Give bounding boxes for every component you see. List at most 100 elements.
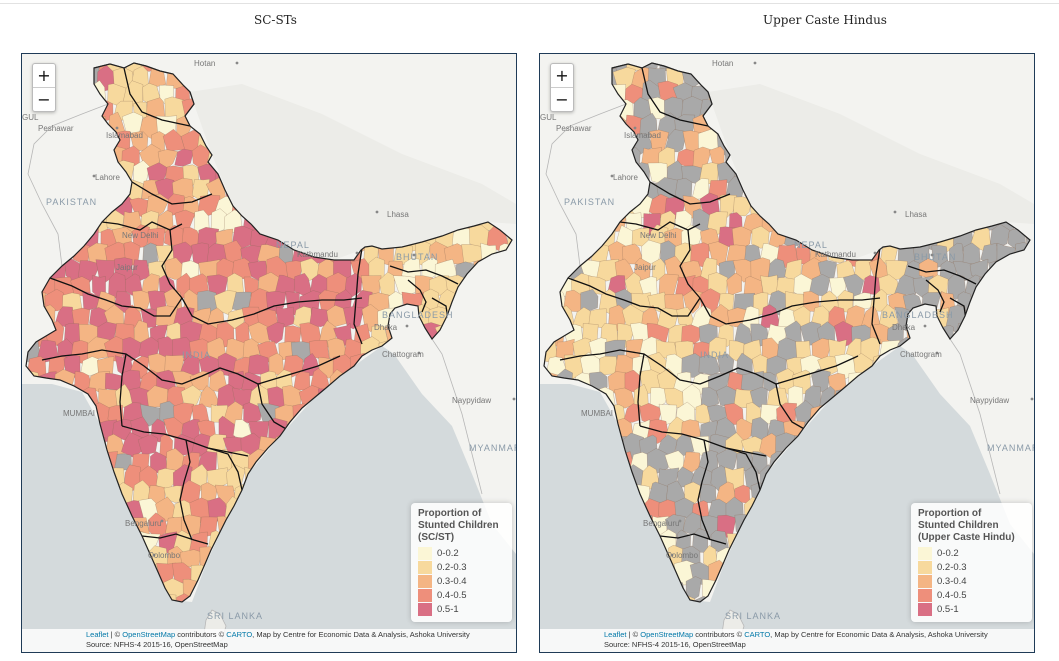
state-border [619,221,701,231]
city-dot [92,174,96,178]
city-dot [417,351,421,355]
state-border [871,247,881,345]
place-label: Hotan [712,59,734,68]
district [284,325,302,344]
place-label: Kathmandu [297,250,338,259]
attribution-text: contributors © [175,630,227,639]
legend-label: 0.3-0.4 [937,576,967,587]
legend-label: 0.3-0.4 [437,576,467,587]
place-label: Peshawar [556,124,592,133]
zoom-in-button[interactable]: + [33,64,55,88]
city-dot [235,61,239,65]
country-label: MYANMAR [469,443,517,453]
leaflet-link[interactable]: Leaflet [86,630,109,639]
map-panel-scst[interactable]: + − Hotan GUL Peshawar Islamabad Lahore … [21,53,517,653]
state-border [641,67,709,127]
place-label: Dhaka [892,323,916,332]
place-label: GUL [22,113,39,122]
district [247,354,270,375]
carto-link[interactable]: CARTO [744,630,771,639]
legend-item: 0.4-0.5 [918,589,1025,602]
place-label: Peshawar [38,124,74,133]
source-text: Source: NFHS-4 2015-16, OpenStreetMap [86,640,228,649]
place-label: MUMBAI [581,409,613,418]
legend-title-line: Stunted Children [418,520,499,531]
city-dot [610,174,614,178]
city-dot [355,251,359,255]
state-border [567,277,701,317]
country-outline [25,62,513,603]
legend-swatch [918,575,932,588]
state-border [925,279,945,313]
country-border [431,338,483,495]
state-border [257,383,289,431]
legend-label: 0-0.2 [437,548,459,559]
map-panel-upper-caste[interactable]: + − Hotan GUL Peshawar Islamabad Lahore … [539,53,1035,653]
panel-title-scst: SC-STs [254,13,297,27]
state-border [41,349,183,385]
place-label: Lahore [613,173,638,182]
place-label: Naypyidaw [452,396,492,405]
city-dot [115,126,119,130]
place-label: Chattogram [382,350,424,359]
legend-label: 0.4-0.5 [437,590,467,601]
attribution-text: | © [108,630,123,639]
openstreetmap-link[interactable]: OpenStreetMap [122,630,176,639]
legend-title-line: (SC/ST) [418,532,455,543]
ocean [22,346,516,652]
place-label: MUMBAI [63,409,95,418]
legend-item: 0.3-0.4 [918,575,1025,588]
legend-item: 0-0.2 [418,547,505,560]
legend: Proportion of Stunted Children (SC/ST) 0… [411,503,512,622]
city-dot [1030,397,1034,401]
legend-title-line: Proportion of [918,508,982,519]
state-border [119,353,127,427]
place-label: New Delhi [122,231,159,240]
legend-item: 0.2-0.3 [918,561,1025,574]
carto-link[interactable]: CARTO [226,630,253,639]
legend-swatch [418,547,432,560]
state-border [659,533,727,545]
legend-item: 0.4-0.5 [418,589,505,602]
zoom-out-button[interactable]: − [555,90,569,109]
ocean [540,346,1034,652]
leaflet-link[interactable]: Leaflet [604,630,627,639]
state-border [649,181,731,205]
country-label: BHUTAN [914,252,957,262]
place-label: Bengaluru [125,519,162,528]
place-label: Colombo [148,551,181,560]
city-dot [375,210,379,214]
legend-label: 0.2-0.3 [937,562,967,573]
legend-swatch [418,589,432,602]
legend-rows: 0-0.2 0.2-0.3 0.3-0.4 0.4-0.5 0.5-1 [918,547,1025,616]
city-dot [893,210,897,214]
place-label: Kathmandu [815,250,856,259]
legend-item: 0.2-0.3 [418,561,505,574]
state-border [407,279,427,313]
place-label: Lhasa [905,210,927,219]
city-dot [633,126,637,130]
legend-title-line: Stunted Children [918,520,999,531]
state-border [775,383,807,431]
legend-label: 0-0.2 [937,548,959,559]
place-label: Islamabad [624,131,661,140]
place-label: Colombo [666,551,699,560]
openstreetmap-link[interactable]: OpenStreetMap [640,630,694,639]
city-dot [935,351,939,355]
attribution-text: | © [626,630,641,639]
country-label: NEPAL [794,240,828,250]
country-border [27,103,109,267]
legend-item: 0.3-0.4 [418,575,505,588]
state-border [123,67,191,127]
place-label: New Delhi [640,231,677,240]
zoom-out-button[interactable]: − [37,90,51,109]
city-dot [152,553,156,557]
city-dot [678,519,682,523]
attribution-text: , Map by Centre for Economic Data & Anal… [770,630,988,639]
legend-label: 0.5-1 [937,604,959,615]
country-label: NEPAL [276,240,310,250]
country-label: INDIA [182,350,212,360]
place-label: Jaipur [116,263,138,272]
choropleth-map-scst[interactable] [22,54,516,652]
zoom-in-button[interactable]: + [551,64,573,88]
